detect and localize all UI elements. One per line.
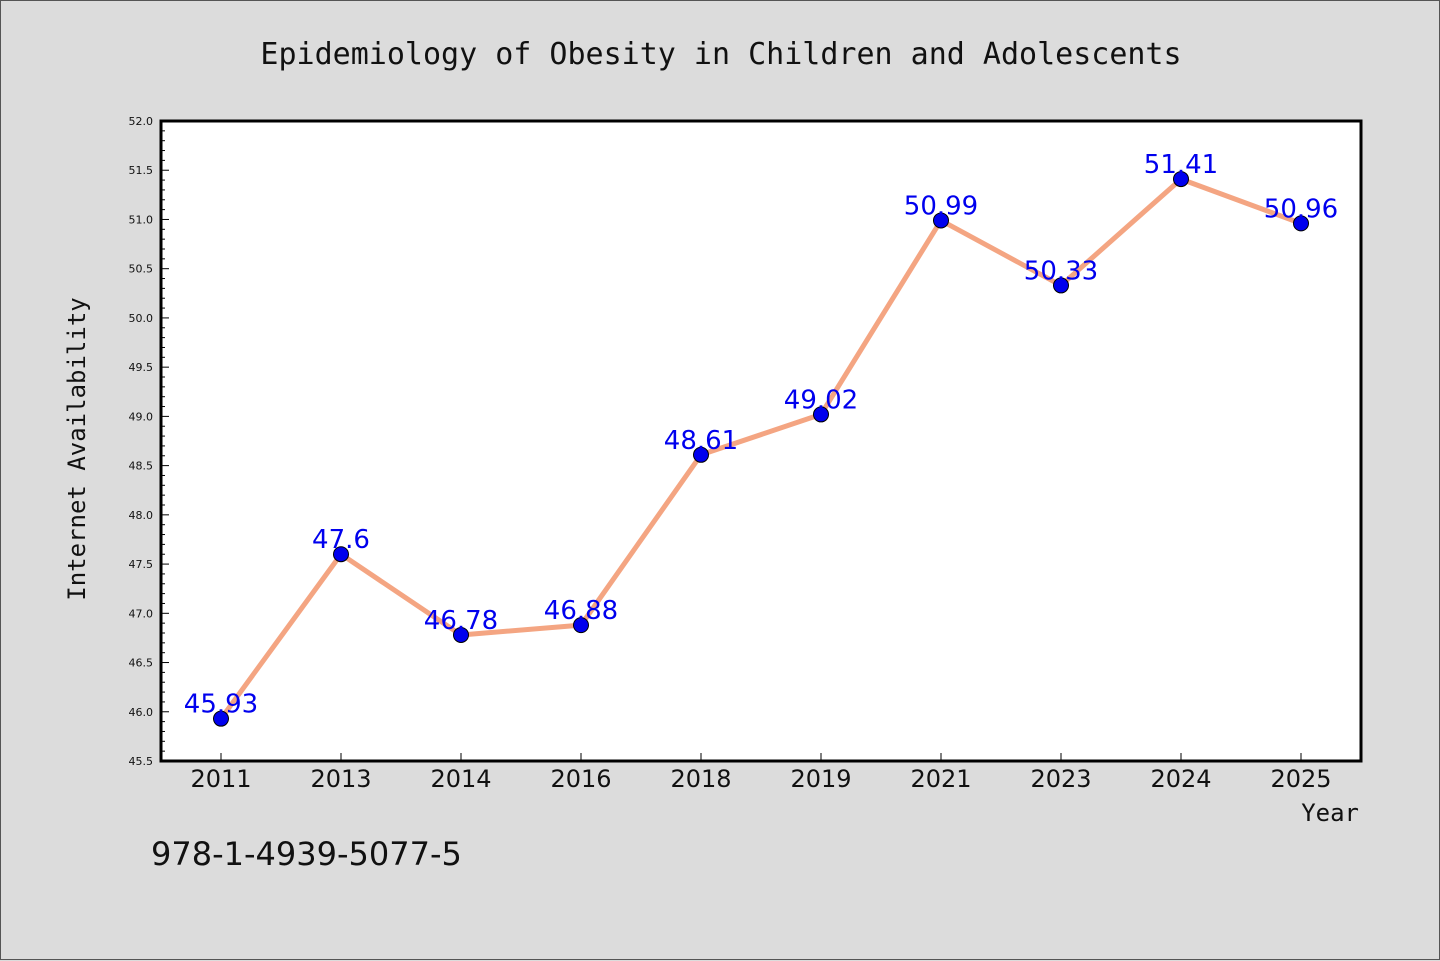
y-axis: 45.5 46.0 46.5 47.0 47.5 48.0 48.5 49.0 49.5 50.0… (129, 115, 169, 768)
series-line (218, 176, 1304, 722)
y-tick-label: 51.5 (129, 164, 154, 177)
data-point (933, 212, 949, 229)
data-point (693, 446, 709, 463)
y-tick-label: 48.0 (129, 509, 154, 522)
x-tick-label: 2023 (1030, 765, 1091, 793)
y-tick-label: 52.0 (129, 115, 154, 128)
data-label: 46.88 (544, 596, 618, 626)
isbn-text: 978-1-4939-5077-5 (151, 835, 462, 873)
x-tick-label: 2019 (790, 765, 851, 793)
x-axis-label: Year (1301, 799, 1359, 827)
data-point (453, 626, 469, 643)
data-point (213, 710, 229, 727)
x-tick-label: 2014 (430, 765, 491, 793)
data-label: 45.93 (184, 690, 258, 720)
y-tick-label: 50.0 (129, 312, 154, 325)
x-tick-label: 2021 (910, 765, 971, 793)
data-label: 51.41 (1144, 150, 1218, 180)
x-tick-label: 2025 (1270, 765, 1331, 793)
data-label: 50.33 (1024, 256, 1098, 286)
chart-title: Epidemiology of Obesity in Children and … (260, 37, 1181, 72)
data-point (1173, 171, 1189, 188)
y-axis-label: Internet Availability (63, 297, 91, 600)
data-point (813, 406, 829, 423)
y-tick-label: 50.5 (129, 263, 154, 276)
data-label: 50.96 (1264, 194, 1338, 224)
y-tick-label: 47.0 (129, 607, 154, 620)
y-tick-label: 51.0 (129, 213, 154, 226)
data-label: 49.02 (784, 385, 858, 415)
data-point (1053, 277, 1069, 294)
x-axis: 2011 2013 2014 2016 2018 2019 2021 2023 2024 2025 (190, 753, 1332, 793)
x-tick-label: 2013 (310, 765, 371, 793)
y-tick-label: 49.5 (129, 361, 154, 374)
x-tick-label: 2011 (190, 765, 251, 793)
data-labels: 45.93 47.6 46.78 46.88 48.61 49.02 50.99 50.33 5… (184, 150, 1338, 720)
plot-area (159, 119, 1363, 763)
y-tick-label: 49.0 (129, 410, 154, 423)
y-tick-label: 48.5 (129, 460, 154, 473)
data-series (213, 171, 1309, 727)
data-label: 46.78 (424, 606, 498, 636)
data-point (333, 546, 349, 563)
y-tick-label: 46.5 (129, 657, 154, 670)
data-label: 47.6 (312, 525, 370, 555)
x-tick-label: 2024 (1150, 765, 1211, 793)
y-tick-label: 46.0 (129, 706, 154, 719)
data-point (1293, 215, 1309, 232)
y-tick-label: 45.5 (129, 755, 154, 768)
y-tick-label: 47.5 (129, 558, 154, 571)
data-label: 48.61 (664, 426, 738, 456)
x-tick-label: 2018 (670, 765, 731, 793)
x-tick-label: 2016 (550, 765, 611, 793)
data-label: 50.99 (904, 191, 978, 221)
data-point (573, 617, 589, 634)
